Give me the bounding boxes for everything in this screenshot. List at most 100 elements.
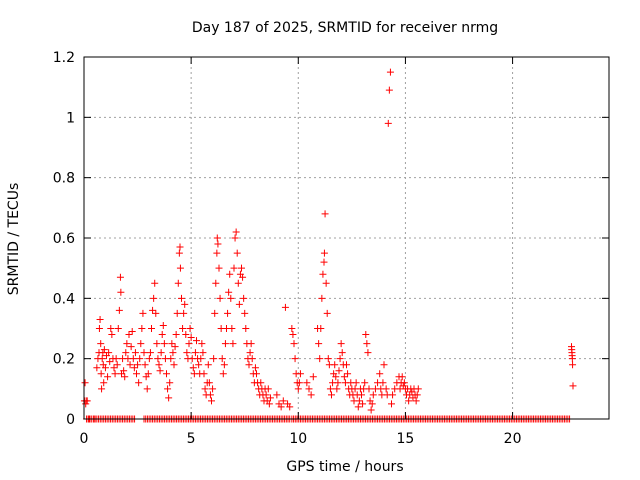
y-tick-label: 0.8 <box>53 171 75 187</box>
data-point <box>354 403 362 411</box>
data-point <box>265 400 273 408</box>
data-point <box>100 379 108 387</box>
data-point <box>117 288 125 296</box>
data-point <box>336 355 344 363</box>
data-point <box>380 361 388 369</box>
data-point <box>158 331 166 339</box>
data-point <box>165 394 173 402</box>
data-point <box>248 355 256 363</box>
data-point <box>191 349 199 357</box>
data-point <box>358 391 365 399</box>
data-point <box>100 346 108 354</box>
data-point <box>176 264 184 272</box>
data-point <box>412 397 420 405</box>
data-point <box>413 391 421 399</box>
data-point <box>277 403 285 411</box>
data-point <box>264 385 272 393</box>
data-point <box>231 234 239 242</box>
x-tick-label: 10 <box>289 431 307 447</box>
data-point <box>135 379 143 387</box>
data-point <box>221 340 229 348</box>
y-tick-label: 1 <box>66 110 75 126</box>
data-point <box>286 403 294 411</box>
data-point <box>288 325 296 332</box>
data-point <box>144 370 152 378</box>
data-point <box>215 264 223 272</box>
y-tick-label: 0.6 <box>53 231 75 247</box>
data-point <box>365 385 373 393</box>
data-point <box>343 361 350 369</box>
data-point <box>175 249 183 257</box>
data-point <box>388 400 395 408</box>
data-point <box>335 367 343 375</box>
data-point <box>303 379 311 387</box>
data-point <box>115 306 123 314</box>
data-point <box>150 294 158 302</box>
data-point <box>159 321 167 329</box>
data-point <box>328 391 335 399</box>
data-point <box>241 309 249 317</box>
data-point <box>111 370 119 378</box>
x-tick-label: 15 <box>397 431 415 447</box>
data-point <box>369 391 377 399</box>
data-point <box>127 343 135 351</box>
data-point <box>228 325 236 332</box>
data-point <box>320 249 328 257</box>
data-point <box>149 306 157 314</box>
data-point <box>262 391 270 399</box>
data-point <box>279 397 287 405</box>
data-point <box>209 385 217 393</box>
data-point <box>208 397 215 405</box>
data-point <box>133 370 140 378</box>
data-point <box>389 391 397 399</box>
data-point <box>156 367 164 375</box>
data-point <box>179 325 187 332</box>
data-point <box>331 361 339 369</box>
data-points <box>80 68 577 423</box>
data-point <box>96 315 104 323</box>
data-point <box>332 373 340 381</box>
data-point <box>320 258 328 266</box>
data-point <box>197 355 205 363</box>
data-point <box>130 364 138 372</box>
data-point <box>229 340 237 348</box>
data-point <box>176 243 184 251</box>
data-point <box>131 349 139 357</box>
data-point <box>205 379 213 387</box>
data-point <box>305 385 313 393</box>
data-point <box>181 300 189 308</box>
data-point <box>216 294 224 302</box>
data-point <box>182 331 190 339</box>
data-point <box>318 294 326 302</box>
data-point <box>234 279 242 287</box>
data-point <box>154 355 162 363</box>
data-point <box>307 391 315 399</box>
data-point <box>257 379 265 387</box>
data-point <box>121 373 129 381</box>
data-point <box>160 340 168 348</box>
data-point <box>168 340 176 348</box>
data-point <box>405 397 413 405</box>
data-point <box>169 349 177 357</box>
data-point <box>218 355 226 363</box>
data-point <box>189 364 197 372</box>
data-point <box>114 325 122 332</box>
data-point <box>145 355 153 363</box>
data-point <box>195 361 203 369</box>
data-point <box>152 309 160 317</box>
data-point <box>247 340 255 348</box>
data-point <box>174 279 182 287</box>
data-point <box>273 391 281 399</box>
data-point <box>321 210 329 218</box>
data-point <box>166 379 174 387</box>
data-point <box>316 355 324 363</box>
data-point <box>290 340 298 348</box>
data-point <box>93 364 101 372</box>
data-point <box>112 355 120 363</box>
data-point <box>106 358 114 366</box>
data-point <box>136 355 144 363</box>
data-point <box>225 288 233 296</box>
data-point <box>178 294 185 302</box>
